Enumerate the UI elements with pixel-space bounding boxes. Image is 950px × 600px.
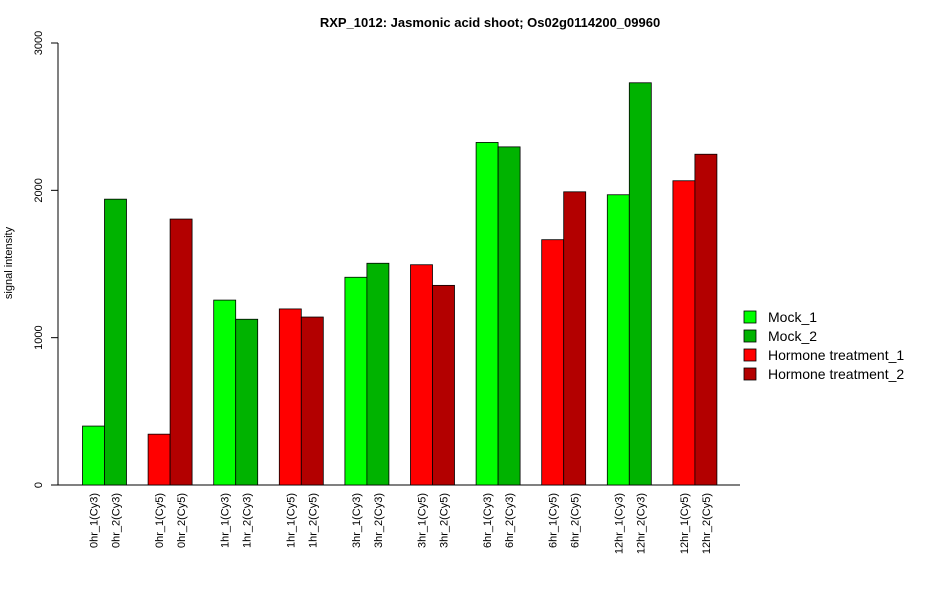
bar-6hr-1-cy3- (475, 142, 499, 486)
bar-1hr-1-cy3- (213, 299, 237, 486)
legend-swatch (743, 310, 757, 324)
y-tick-label: 1000 (33, 325, 45, 349)
bar-3hr-1-cy3- (344, 276, 368, 486)
y-tick-label: 3000 (33, 31, 45, 55)
bar-0hr-2-cy3- (104, 198, 127, 486)
bar-3hr-2-cy5- (432, 284, 455, 486)
bar-6hr-2-cy3- (497, 146, 521, 486)
y-axis-label: signal intensity (3, 226, 15, 299)
bar-1hr-2-cy3- (235, 318, 259, 486)
bar-3hr-2-cy3- (366, 262, 390, 486)
bar-12hr-2-cy5- (694, 153, 718, 486)
x-tick-label: 1hr_1(Cy5) (285, 493, 297, 548)
legend-swatch (743, 329, 757, 343)
x-tick-label: 3hr_2(Cy3) (373, 493, 385, 548)
bar-12hr-1-cy3- (606, 194, 630, 486)
y-tick-label: 0 (33, 482, 45, 488)
x-tick-label: 3hr_2(Cy5) (439, 493, 451, 548)
x-tick-label: 3hr_1(Cy5) (417, 493, 429, 548)
bar-12hr-1-cy5- (672, 180, 696, 486)
x-tick-label: 6hr_1(Cy3) (482, 493, 494, 548)
x-tick-label: 6hr_2(Cy5) (570, 493, 582, 548)
x-tick-label: 0hr_1(Cy5) (154, 493, 166, 548)
bar-1hr-2-cy5- (300, 316, 324, 486)
x-tick-label: 1hr_2(Cy5) (307, 493, 319, 548)
x-tick-label: 0hr_2(Cy3) (111, 493, 123, 548)
y-tick-label: 2000 (33, 178, 45, 202)
bar-0hr-1-cy3- (82, 425, 105, 486)
legend-swatch (743, 348, 757, 362)
chart-title: RXP_1012: Jasmonic acid shoot; Os02g0114… (320, 15, 660, 30)
bar-3hr-1-cy5- (410, 264, 433, 486)
bar-0hr-1-cy5- (147, 433, 171, 486)
x-tick-label: 12hr_1(Cy3) (613, 493, 625, 554)
bars (82, 82, 718, 486)
x-tick-label: 1hr_2(Cy3) (242, 493, 254, 548)
bar-12hr-2-cy3- (628, 82, 652, 486)
bar-6hr-2-cy5- (563, 191, 587, 486)
x-tick-label: 12hr_1(Cy5) (679, 493, 691, 554)
x-tick-label: 6hr_2(Cy3) (504, 493, 516, 548)
bar-1hr-1-cy5- (278, 308, 302, 486)
x-tick-label: 0hr_1(Cy3) (89, 493, 101, 548)
legend-label: Hormone treatment_1 (768, 347, 904, 363)
x-tick-label: 1hr_1(Cy3) (220, 493, 232, 548)
x-tick-label: 12hr_2(Cy5) (701, 493, 713, 554)
x-tick-label: 3hr_1(Cy3) (351, 493, 363, 548)
bar-6hr-1-cy5- (541, 239, 565, 486)
x-tick-label: 0hr_2(Cy5) (176, 493, 188, 548)
x-tick-label: 12hr_2(Cy3) (635, 493, 647, 554)
legend-swatch (743, 367, 757, 381)
legend: Mock_1 Mock_2 Hormone treatment_1 Hormone t… (743, 309, 904, 382)
x-tick-labels: 0hr_1(Cy3) 0hr_2(Cy3) 0hr_1(Cy5) 0hr_2(Cy5)… (89, 493, 713, 554)
bar-0hr-2-cy5- (169, 218, 193, 486)
legend-label: Mock_1 (768, 309, 817, 325)
legend-label: Hormone treatment_2 (768, 366, 904, 382)
legend-label: Mock_2 (768, 328, 817, 344)
x-tick-label: 6hr_1(Cy5) (548, 493, 560, 548)
